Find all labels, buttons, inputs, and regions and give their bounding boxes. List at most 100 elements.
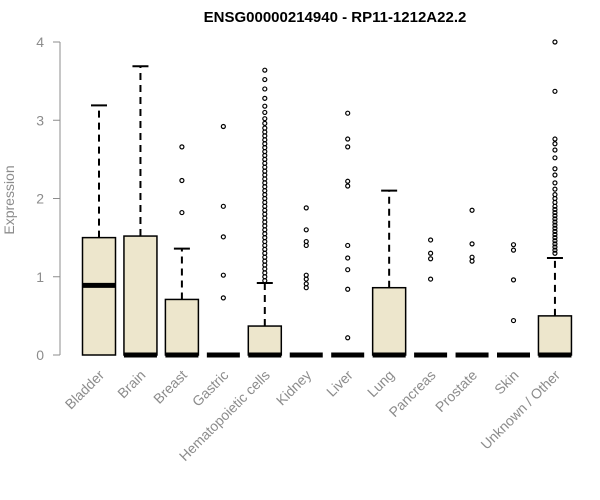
outlier-point [303,281,309,287]
outlier-point [552,147,558,153]
outlier-point [179,209,185,216]
outlier-point [552,186,558,192]
outlier-point [552,88,558,94]
outlier-point [303,227,309,233]
outlier-point [552,180,558,186]
outlier-point [179,177,185,184]
outlier-point [552,136,558,142]
x-tick-label: Bladder [62,367,108,413]
outlier-point [552,213,558,219]
outlier-point [345,255,351,261]
outlier-point [262,67,268,73]
y-axis-label: Expression [1,165,17,234]
outlier-point [428,237,434,243]
outlier-point [552,225,558,231]
outlier-point [552,209,558,216]
outlier-point [220,295,226,301]
y-tick-label: 3 [36,112,44,128]
outlier-point [220,234,226,240]
box-breast [164,144,200,358]
box-pancreas [414,237,448,358]
outlier-point [552,172,558,178]
x-tick-label: Skin [491,367,522,398]
outlier-point [552,191,558,198]
outlier-point [220,123,226,130]
y-tick-label: 2 [36,191,44,207]
outlier-point [428,276,434,282]
box-lung [371,189,407,358]
y-tick-label: 1 [36,269,44,285]
y-axis: 0 1 2 3 4 [36,34,61,363]
outlier-point [552,222,558,228]
outlier-point [345,286,351,292]
box-iqr [164,298,200,356]
x-tick-label: Lung [364,367,397,400]
outlier-point [552,250,558,256]
box-hematopoietic-cells [247,67,283,358]
outlier-point [262,95,268,101]
box-kidney [289,205,323,358]
outlier-point [345,242,351,249]
box-skin [497,242,530,358]
outlier-point [428,250,434,256]
outlier-point [303,272,309,278]
chart-title: ENSG00000214940 - RP11-1212A22.2 [204,9,467,26]
outlier-point [469,207,475,213]
outlier-point [262,120,268,126]
box-brain [123,65,158,358]
outlier-point [552,166,558,172]
outlier-point [552,244,558,250]
outlier-point [345,267,351,273]
outlier-point [552,241,558,247]
outlier-point [345,136,351,142]
outlier-point [552,155,558,161]
outlier-point [262,86,268,92]
box-prostate [455,207,489,358]
box-iqr [123,235,158,356]
outlier-point [179,144,185,150]
outlier-point [262,76,268,83]
outlier-point [510,242,517,248]
outlier-point [552,247,558,253]
outlier-point [469,241,475,247]
outlier-point [262,125,268,131]
boxes-group [81,39,573,358]
x-tick-label: Prostate [432,367,480,415]
outlier-point [469,254,475,260]
outlier-point [262,109,268,116]
y-tick-label: 0 [36,347,44,363]
outlier-point [552,219,558,225]
outlier-point [510,317,517,324]
x-tick-label: Kidney [273,367,315,409]
outlier-point [262,103,268,109]
box-iqr [371,286,407,356]
outlier-point [345,335,351,341]
outlier-point [552,141,558,147]
y-tick-label: 4 [36,34,44,50]
outlier-point [510,247,517,253]
outlier-point [303,238,309,245]
box-iqr [81,236,117,356]
outlier-point [552,235,558,241]
outlier-point [552,231,558,238]
outlier-point [552,238,558,244]
x-tick-label: Brain [114,367,148,401]
outlier-point [552,228,558,234]
box-unknown-other [537,39,573,358]
outlier-point [552,216,558,222]
outlier-point [303,205,309,211]
outlier-point [220,203,226,209]
x-tick-label: Unknown / Other [477,367,563,453]
outlier-point [262,116,268,122]
box-bladder [81,104,117,356]
x-tick-label: Liver [323,367,356,400]
box-liver [331,110,365,358]
outlier-point [552,206,558,213]
x-tick-label: Breast [150,367,190,407]
outlier-point [510,277,517,283]
outlier-point [345,110,351,116]
outlier-point [220,272,226,278]
